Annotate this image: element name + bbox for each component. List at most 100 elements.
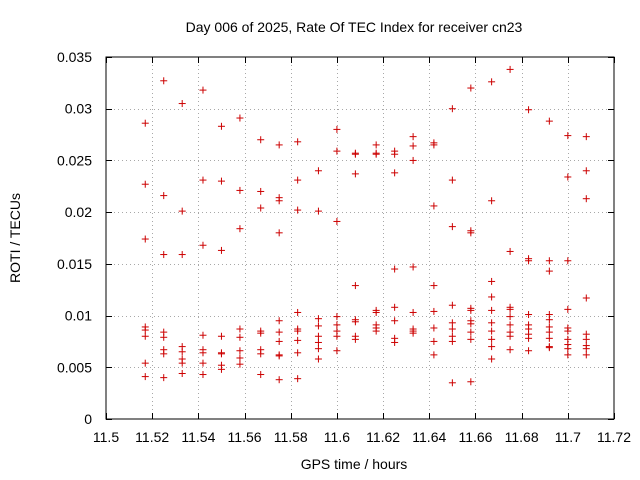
data-point-plus-marker [199,331,207,339]
data-point-plus-marker [372,308,380,316]
data-point-plus-marker [564,173,572,181]
data-point-plus-marker [275,376,283,384]
data-point-plus-marker [294,308,302,316]
y-tick-label: 0.015 [57,256,92,272]
y-tick-label: 0.01 [65,308,92,324]
data-point-plus-marker [467,306,475,314]
data-point-plus-marker [409,156,417,164]
data-point-plus-marker [467,328,475,336]
data-point-plus-marker [545,257,553,265]
data-point-plus-marker [351,170,359,178]
data-point-plus-marker [525,106,533,114]
data-point-plus-marker [525,311,533,319]
data-point-plus-marker [430,282,438,290]
data-point-plus-marker [294,336,302,344]
data-point-plus-marker [506,321,514,329]
data-point-plus-marker [430,202,438,210]
data-point-plus-marker [488,327,496,335]
x-tick-label: 11.66 [458,429,492,445]
data-point-plus-marker [467,320,475,328]
data-point-plus-marker [545,328,553,336]
data-point-plus-marker [391,338,399,346]
data-point-plus-marker [217,365,225,373]
data-point-plus-marker [351,282,359,290]
data-point-plus-marker [199,371,207,379]
x-axis-label: GPS time / hours [301,456,408,472]
data-point-plus-marker [257,187,265,195]
x-tick-label: 11.7 [555,429,581,445]
data-point-plus-marker [275,317,283,325]
data-point-plus-marker [448,301,456,309]
data-point-plus-marker [199,176,207,184]
data-point-plus-marker [545,117,553,125]
data-point-plus-marker [257,204,265,212]
data-point-plus-marker [545,316,553,324]
data-point-plus-marker [236,114,244,122]
data-point-plus-marker [582,167,590,175]
data-point-plus-marker [333,217,341,225]
data-point-plus-marker [430,337,438,345]
data-point-plus-marker [545,344,553,352]
data-point-plus-marker [199,359,207,367]
data-point-plus-marker [160,77,168,85]
x-tick-label: 11.58 [274,429,308,445]
data-point-plus-marker [275,337,283,345]
data-point-plus-marker [217,332,225,340]
data-point-plus-marker [467,229,475,237]
data-point-plus-marker [351,150,359,158]
data-point-plus-marker [488,78,496,86]
data-point-plus-marker [275,141,283,149]
data-point-plus-marker [333,347,341,355]
data-point-plus-marker [391,317,399,325]
data-point-plus-marker [409,308,417,316]
data-point-plus-marker [294,327,302,335]
y-tick-label: 0 [84,411,92,427]
data-point-plus-marker [506,313,514,321]
y-tick-label: 0.005 [57,359,92,375]
data-point-plus-marker [448,325,456,333]
data-point-plus-marker [294,138,302,146]
data-point-plus-marker [506,305,514,313]
data-point-plus-marker [141,180,149,188]
data-point-plus-marker [448,176,456,184]
data-point-plus-marker [141,373,149,381]
data-point-plus-marker [141,359,149,367]
data-point-plus-marker [333,147,341,155]
data-point-plus-marker [314,207,322,215]
data-point-plus-marker [178,348,186,356]
data-point-plus-marker [582,335,590,343]
data-point-plus-marker [506,332,514,340]
data-point-plus-marker [506,65,514,73]
data-point-plus-marker [488,319,496,327]
data-point-plus-marker [160,350,168,358]
x-tick-label: 11.6 [324,429,350,445]
data-point-plus-marker [275,229,283,237]
data-point-plus-marker [564,327,572,335]
data-point-plus-marker [488,293,496,301]
x-tick-label: 11.72 [597,429,631,445]
data-point-plus-marker [257,329,265,337]
data-point-plus-marker [525,334,533,342]
data-point-plus-marker [178,369,186,377]
data-point-plus-marker [217,177,225,185]
data-point-plus-marker [217,350,225,358]
y-tick-label: 0.03 [65,101,92,117]
data-point-plus-marker [333,313,341,321]
y-tick-label: 0.025 [57,152,92,168]
data-point-plus-marker [488,343,496,351]
data-point-plus-marker [236,347,244,355]
data-point-plus-marker [141,235,149,243]
data-point-plus-marker [409,263,417,271]
data-point-plus-marker [448,337,456,345]
data-point-plus-marker [430,324,438,332]
data-point-plus-marker [582,351,590,359]
data-point-plus-marker [582,133,590,141]
data-point-plus-marker [430,351,438,359]
x-tick-label: 11.54 [181,429,215,445]
axis-ticks [106,57,615,420]
data-point-plus-marker [545,334,553,342]
data-point-plus-marker [314,315,322,323]
chart-title: Day 006 of 2025, Rate Of TEC Index for r… [186,19,523,35]
data-point-plus-marker [582,195,590,203]
